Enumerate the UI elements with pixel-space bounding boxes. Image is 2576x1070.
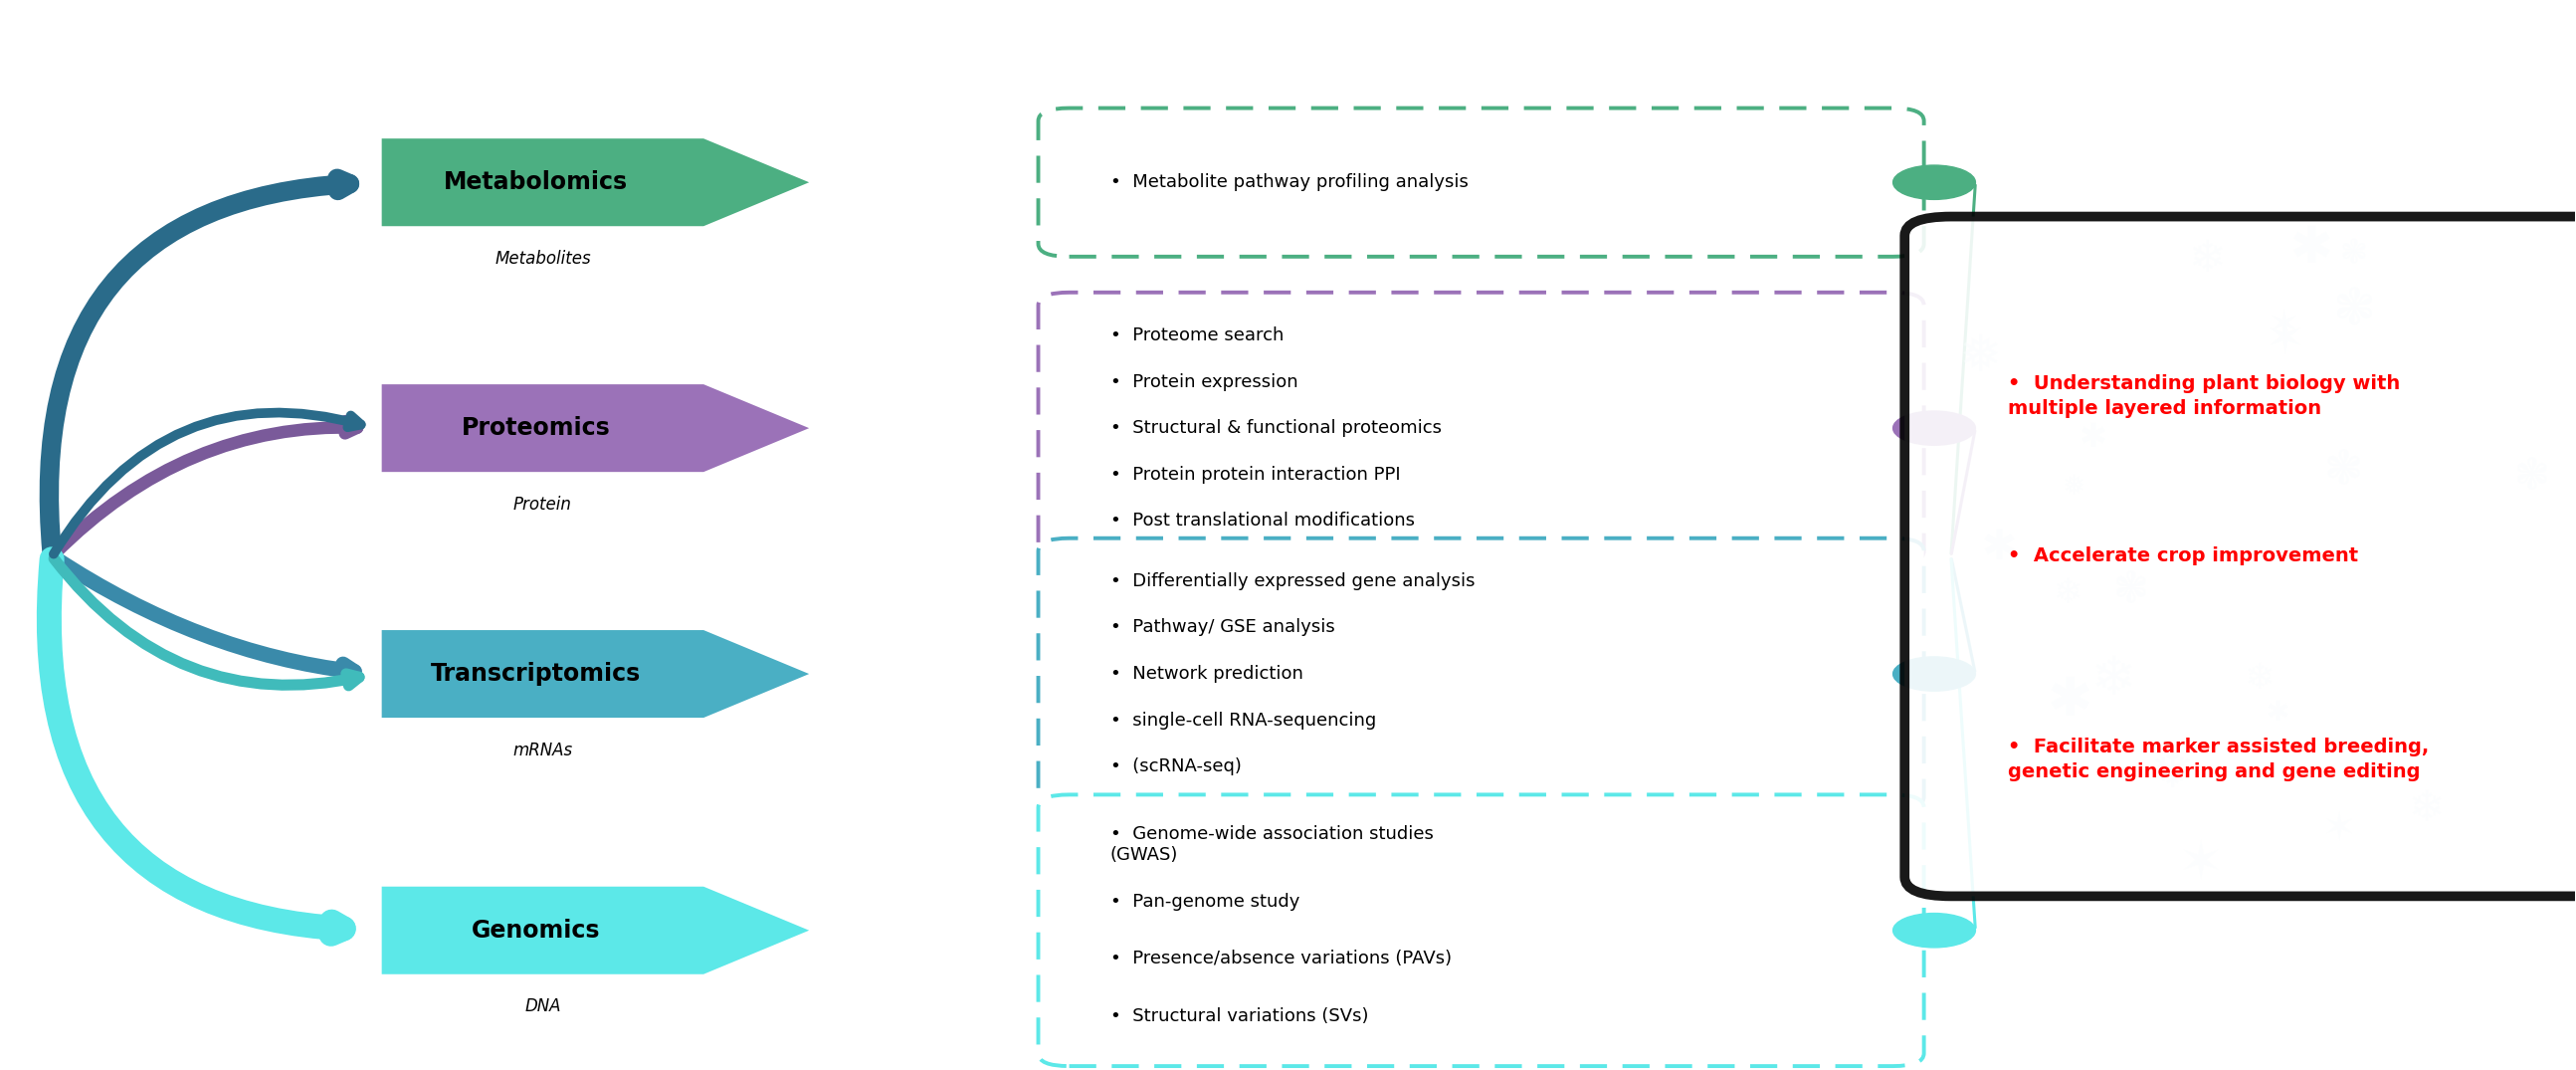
FancyBboxPatch shape [1038, 795, 1924, 1066]
Text: •  Pathway/ GSE analysis: • Pathway/ GSE analysis [1110, 618, 1334, 637]
FancyBboxPatch shape [1038, 292, 1924, 564]
Text: Proteomics: Proteomics [461, 416, 611, 440]
FancyArrowPatch shape [49, 560, 343, 934]
Text: •  Proteome search: • Proteome search [1110, 326, 1283, 345]
Text: ✱: ✱ [2267, 699, 2290, 727]
Text: •  Structural variations (SVs): • Structural variations (SVs) [1110, 1007, 1368, 1025]
Polygon shape [381, 630, 809, 718]
FancyBboxPatch shape [1038, 538, 1924, 810]
Text: Metabolites: Metabolites [495, 249, 590, 268]
Text: ❃: ❃ [2324, 448, 2362, 493]
Text: ❄: ❄ [2053, 577, 2081, 610]
Text: •  Genome-wide association studies
(GWAS): • Genome-wide association studies (GWAS) [1110, 825, 1435, 863]
Text: ❃: ❃ [2112, 569, 2148, 611]
FancyArrowPatch shape [54, 413, 361, 554]
Text: ✱: ✱ [2290, 225, 2334, 274]
Text: •  Presence/absence variations (PAVs): • Presence/absence variations (PAVs) [1110, 950, 1453, 968]
Text: •  Facilitate marker assisted breeding,
genetic engineering and gene editing: • Facilitate marker assisted breeding, g… [2007, 737, 2429, 781]
Polygon shape [381, 384, 809, 472]
Circle shape [1893, 165, 1976, 199]
Circle shape [1893, 914, 1976, 948]
Text: ❅: ❅ [1958, 333, 2002, 382]
Text: •  Protein expression: • Protein expression [1110, 372, 1298, 391]
Text: •  Metabolite pathway profiling analysis: • Metabolite pathway profiling analysis [1110, 173, 1468, 192]
Text: •  Differentially expressed gene analysis: • Differentially expressed gene analysis [1110, 572, 1476, 591]
Text: ❃: ❃ [2514, 456, 2550, 498]
Text: •  Pan-genome study: • Pan-genome study [1110, 892, 1301, 911]
Text: ❄: ❄ [2187, 239, 2226, 281]
Polygon shape [381, 138, 809, 226]
Text: mRNAs: mRNAs [513, 742, 572, 759]
Circle shape [1893, 657, 1976, 691]
FancyArrowPatch shape [54, 422, 358, 554]
Text: ❄: ❄ [2089, 655, 2136, 706]
Text: DNA: DNA [526, 997, 562, 1015]
Text: •  Post translational modifications: • Post translational modifications [1110, 511, 1414, 530]
Text: ❄: ❄ [2244, 661, 2275, 696]
Text: Transcriptomics: Transcriptomics [430, 662, 641, 686]
Text: •  single-cell RNA-sequencing: • single-cell RNA-sequencing [1110, 712, 1376, 730]
Text: Genomics: Genomics [471, 918, 600, 943]
Polygon shape [381, 887, 809, 974]
Text: •  Understanding plant biology with
multiple layered information: • Understanding plant biology with multi… [2007, 374, 2401, 418]
FancyArrowPatch shape [54, 557, 355, 676]
Text: ❄: ❄ [2409, 789, 2445, 830]
FancyArrowPatch shape [54, 559, 358, 686]
FancyBboxPatch shape [1904, 216, 2576, 897]
Text: ❃: ❃ [2339, 236, 2367, 270]
Text: •  Accelerate crop improvement: • Accelerate crop improvement [2007, 547, 2357, 566]
Text: ❄: ❄ [2151, 748, 2195, 798]
Text: ✶: ✶ [2264, 319, 2306, 364]
Text: •  Network prediction: • Network prediction [1110, 664, 1303, 683]
Text: ✱: ✱ [1981, 526, 2014, 568]
FancyBboxPatch shape [1038, 108, 1924, 257]
Text: ❅: ❅ [2061, 473, 2084, 501]
Text: •  Structural & functional proteomics: • Structural & functional proteomics [1110, 419, 1443, 438]
Text: ✶: ✶ [2179, 838, 2223, 890]
Circle shape [1893, 411, 1976, 445]
Text: Protein: Protein [513, 495, 572, 514]
Text: •  Protein protein interaction PPI: • Protein protein interaction PPI [1110, 465, 1401, 484]
Text: ✶: ✶ [2324, 811, 2354, 849]
Text: ✱: ✱ [2079, 421, 2107, 454]
FancyArrowPatch shape [49, 179, 350, 553]
Text: Metabolomics: Metabolomics [443, 170, 629, 195]
Text: ✱: ✱ [2048, 674, 2092, 727]
Text: ✶: ✶ [2269, 308, 2300, 345]
Text: •  (scRNA-seq): • (scRNA-seq) [1110, 758, 1242, 776]
Text: ❃: ❃ [2334, 286, 2375, 335]
